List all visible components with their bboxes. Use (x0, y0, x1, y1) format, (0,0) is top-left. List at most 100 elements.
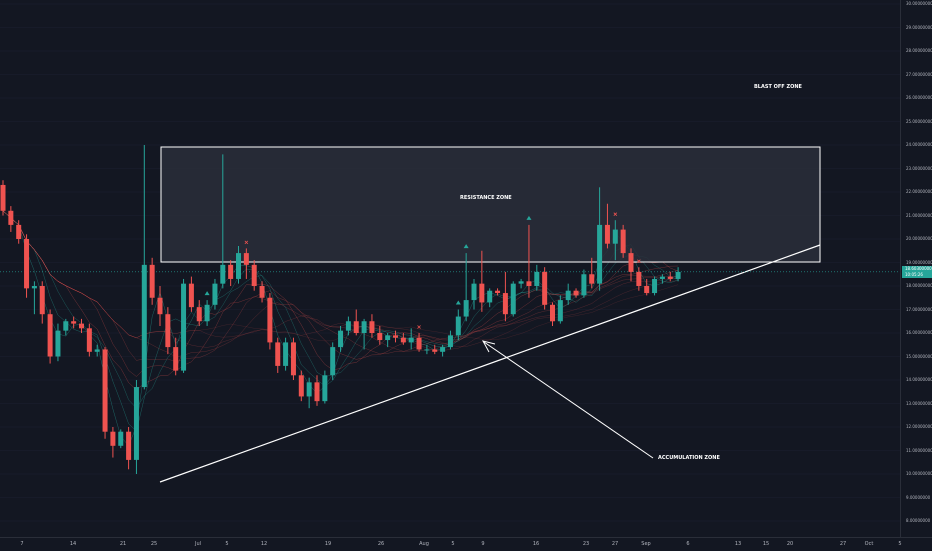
accumulation-arrow[interactable] (483, 341, 654, 459)
candle[interactable] (400, 333, 406, 345)
candlestick-chart[interactable] (0, 0, 900, 537)
candle[interactable] (393, 330, 398, 343)
candle[interactable] (8, 206, 14, 232)
candle[interactable] (557, 295, 563, 324)
candle[interactable] (377, 325, 383, 345)
candle[interactable] (330, 342, 336, 380)
candle[interactable] (39, 281, 45, 324)
candle[interactable] (102, 347, 108, 439)
candle[interactable] (353, 309, 359, 336)
time-axis[interactable]: 7 14 21 25 Jul 5 12 19 26 Aug 5 9 16 23 27 Sep 6 13 15 20 27… (0, 537, 932, 551)
candle[interactable] (345, 316, 351, 336)
ascending-trendline[interactable] (159, 244, 821, 483)
candle[interactable] (534, 264, 540, 291)
candle[interactable] (259, 281, 265, 303)
candle[interactable] (55, 323, 61, 362)
sell-signal-marker (637, 259, 641, 263)
candle[interactable] (518, 278, 524, 289)
candle[interactable] (298, 370, 304, 402)
candle[interactable] (620, 224, 626, 258)
candle[interactable] (550, 302, 555, 326)
candle-body (518, 281, 524, 284)
candle[interactable] (471, 278, 477, 310)
candle[interactable] (196, 300, 202, 326)
candle[interactable] (275, 337, 281, 373)
candle[interactable] (542, 267, 548, 310)
candle[interactable] (597, 187, 603, 291)
candle[interactable] (306, 377, 312, 409)
candle[interactable] (581, 269, 587, 298)
signal-markers (204, 212, 641, 329)
candle[interactable] (628, 248, 634, 282)
candle[interactable] (157, 286, 163, 326)
candle[interactable] (424, 344, 430, 355)
candle[interactable] (94, 344, 100, 357)
candle[interactable] (495, 288, 501, 296)
candle[interactable] (228, 260, 234, 286)
price-tick-label: 8.00000000 (906, 518, 931, 523)
candle[interactable] (243, 248, 249, 279)
candle[interactable] (16, 220, 22, 244)
candle[interactable] (149, 257, 155, 305)
candle[interactable] (675, 267, 681, 282)
candle[interactable] (652, 276, 658, 296)
candle[interactable] (71, 316, 77, 329)
candle[interactable] (24, 234, 30, 298)
candle[interactable] (659, 274, 665, 284)
candle[interactable] (181, 278, 187, 373)
candle[interactable] (463, 253, 469, 322)
candle[interactable] (204, 300, 210, 326)
candle[interactable] (573, 288, 579, 298)
candle[interactable] (369, 314, 375, 338)
candle[interactable] (361, 318, 367, 350)
candle[interactable] (165, 307, 171, 355)
candle[interactable] (290, 337, 296, 380)
candle[interactable] (0, 180, 6, 216)
candle[interactable] (479, 250, 485, 312)
candle[interactable] (236, 246, 241, 284)
candle[interactable] (220, 154, 226, 289)
candle[interactable] (636, 267, 642, 291)
candle[interactable] (502, 271, 508, 322)
candle[interactable] (47, 309, 53, 364)
candle[interactable] (31, 281, 37, 315)
candle[interactable] (79, 318, 84, 333)
candle[interactable] (173, 337, 179, 376)
candle[interactable] (126, 427, 132, 470)
candle[interactable] (314, 375, 320, 406)
candle[interactable] (487, 288, 493, 308)
chart-area[interactable]: BLAST OFF ZONE RESISTANCE ZONE ACCUMULAT… (0, 0, 900, 537)
candle[interactable] (447, 330, 453, 350)
candle[interactable] (510, 281, 516, 317)
candle[interactable] (565, 283, 571, 305)
candle[interactable] (118, 429, 124, 449)
candle[interactable] (63, 318, 69, 336)
candle[interactable] (133, 380, 139, 474)
candle[interactable] (589, 257, 595, 289)
candle[interactable] (212, 278, 218, 310)
candle[interactable] (338, 325, 344, 352)
candle[interactable] (440, 344, 446, 357)
candle[interactable] (385, 333, 391, 348)
candle[interactable] (408, 328, 414, 350)
candle[interactable] (455, 309, 461, 341)
candle[interactable] (432, 344, 438, 355)
candle-body (471, 283, 477, 301)
candle[interactable] (110, 427, 116, 458)
candle[interactable] (141, 145, 147, 390)
candle[interactable] (644, 278, 650, 296)
candle[interactable] (604, 203, 610, 249)
candle[interactable] (251, 260, 257, 291)
candle-body (377, 333, 383, 341)
resistance-zone-box[interactable] (160, 146, 821, 263)
candle[interactable] (667, 271, 673, 282)
candle[interactable] (267, 293, 273, 350)
candle[interactable] (283, 337, 289, 371)
candle[interactable] (188, 276, 194, 312)
candle[interactable] (86, 323, 92, 357)
candle[interactable] (612, 220, 618, 261)
price-axis[interactable]: 18.60300000 10:05:26 30.00000000 29.00000… (900, 0, 932, 537)
candle[interactable] (322, 370, 328, 404)
candle[interactable] (416, 333, 422, 352)
candle[interactable] (526, 224, 532, 298)
